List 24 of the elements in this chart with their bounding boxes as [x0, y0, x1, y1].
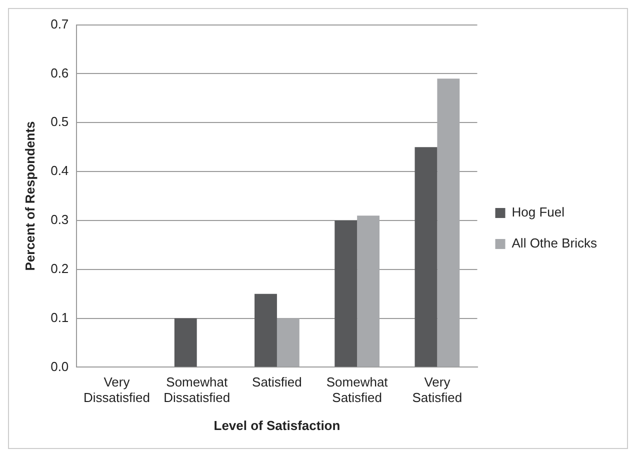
x-tick-label: Satisfied [252, 374, 302, 390]
legend-label: Hog Fuel [512, 204, 565, 220]
y-axis-title: Percent of Respondents [22, 121, 38, 271]
legend-label: All Othe Bricks [512, 236, 598, 251]
bar [334, 220, 358, 367]
bar [254, 294, 277, 367]
y-tick-label: 0.3 [50, 212, 69, 228]
bar [414, 147, 438, 367]
x-tick-label: Somewhat Dissatisfied [164, 374, 230, 406]
bar [357, 216, 380, 367]
x-tick-label: Very Satisfied [412, 374, 462, 406]
y-tick-label: 0.6 [50, 65, 69, 80]
bar [276, 318, 300, 367]
x-tick-label: Somewhat Satisfied [326, 374, 388, 406]
bar [174, 318, 197, 367]
bar [437, 78, 460, 367]
y-tick-label: 0.7 [50, 16, 69, 32]
y-tick-label: 0.4 [50, 163, 69, 178]
x-tick-label: Very Dissatisfied [83, 374, 150, 406]
y-tick-label: 0.1 [50, 310, 69, 325]
x-axis-title: Level of Satisfaction [214, 418, 340, 433]
y-tick-label: 0.0 [50, 358, 69, 374]
y-tick-label: 0.5 [50, 114, 69, 130]
y-tick-label: 0.2 [50, 260, 69, 276]
